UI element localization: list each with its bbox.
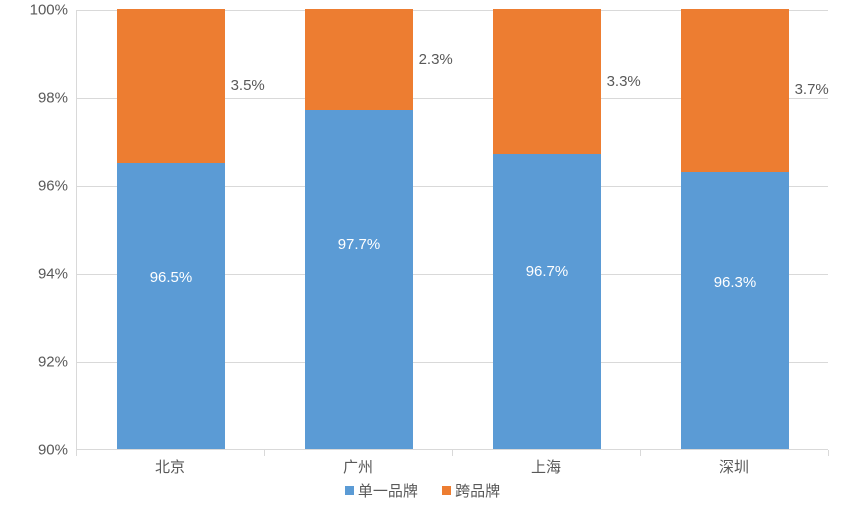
bar-value-label: 3.5% xyxy=(225,77,265,94)
legend-item-single: 单一品牌 xyxy=(345,480,418,501)
bar-value-label: 96.3% xyxy=(681,274,788,291)
bar-value-label: 3.7% xyxy=(789,81,829,98)
bars-layer: 96.5% 3.5% 97.7% 2.3% 96.7% 3.3% 96.3% 3.7% xyxy=(77,10,828,449)
bar-segment-single: 96.7% xyxy=(493,154,600,449)
xtick-mark xyxy=(264,450,265,456)
bar-segment-cross: 3.5% xyxy=(117,9,224,163)
xtick-mark xyxy=(828,450,829,456)
xtick-label: 深圳 xyxy=(719,456,749,477)
bar-group: 97.7% 2.3% xyxy=(305,10,412,449)
ytick-label: 100% xyxy=(0,2,68,19)
ytick-label: 94% xyxy=(0,266,68,283)
bar-value-label: 96.7% xyxy=(493,263,600,280)
xtick-mark xyxy=(76,450,77,456)
bar-segment-single: 96.5% xyxy=(117,163,224,449)
stacked-bar-chart: 90% 92% 94% 96% 98% 100% 96.5% 3.5% 97.7% 2… xyxy=(0,0,845,509)
ytick-label: 96% xyxy=(0,178,68,195)
legend-text: 单一品牌 xyxy=(358,483,418,500)
bar-value-label: 96.5% xyxy=(117,269,224,286)
bar-group: 96.7% 3.3% xyxy=(493,10,600,449)
plot-area: 96.5% 3.5% 97.7% 2.3% 96.7% 3.3% 96.3% 3.7% xyxy=(76,10,828,450)
legend-swatch xyxy=(345,486,354,495)
bar-segment-single: 97.7% xyxy=(305,110,412,449)
bar-segment-cross: 3.7% xyxy=(681,9,788,172)
ytick-label: 90% xyxy=(0,442,68,459)
bar-group: 96.3% 3.7% xyxy=(681,10,788,449)
xtick-mark xyxy=(452,450,453,456)
xtick-label: 广州 xyxy=(343,456,373,477)
legend-swatch xyxy=(442,486,451,495)
legend-item-cross: 跨品牌 xyxy=(442,480,500,501)
legend: 单一品牌 跨品牌 xyxy=(0,480,845,501)
bar-value-label: 3.3% xyxy=(601,73,641,90)
legend-text: 跨品牌 xyxy=(455,483,500,500)
ytick-label: 98% xyxy=(0,90,68,107)
bar-value-label: 2.3% xyxy=(413,51,453,68)
bar-segment-cross: 3.3% xyxy=(493,9,600,154)
xtick-label: 上海 xyxy=(531,456,561,477)
bar-segment-single: 96.3% xyxy=(681,172,788,449)
bar-segment-cross: 2.3% xyxy=(305,9,412,110)
xtick-mark xyxy=(640,450,641,456)
bar-value-label: 97.7% xyxy=(305,236,412,253)
bar-group: 96.5% 3.5% xyxy=(117,10,224,449)
xtick-label: 北京 xyxy=(155,456,185,477)
ytick-label: 92% xyxy=(0,354,68,371)
